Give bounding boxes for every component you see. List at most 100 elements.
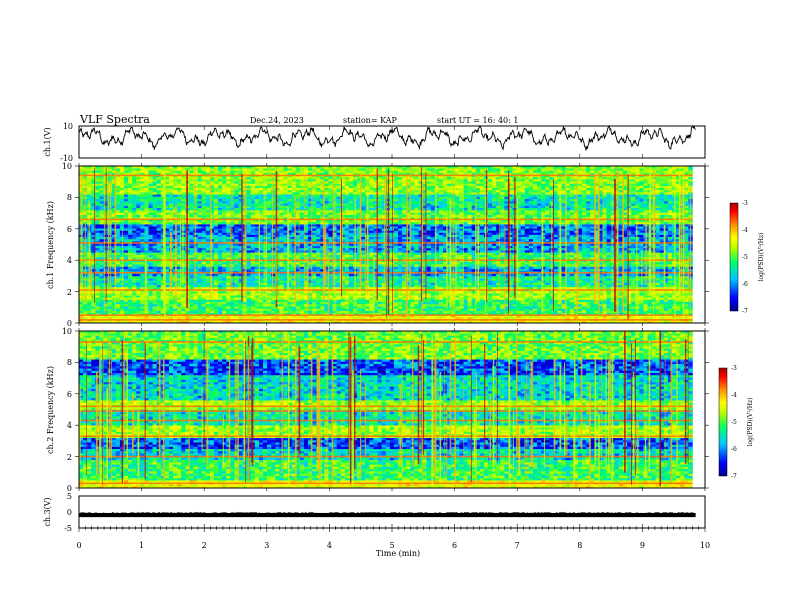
- spectrogram-cell: [132, 282, 136, 285]
- spectrogram-cell: [259, 201, 263, 204]
- spectrogram-cell: [128, 269, 132, 272]
- spectrogram-cell: [173, 181, 177, 183]
- spectrogram-cell: [349, 188, 353, 190]
- spectrogram-cell: [116, 269, 120, 272]
- spectrogram-cell: [337, 199, 341, 202]
- spectrogram-cell: [189, 177, 193, 179]
- spectrogram-cell: [136, 299, 140, 302]
- spectrogram-cell: [267, 257, 271, 260]
- spectrogram-cell: [173, 194, 177, 197]
- spectrogram-cell: [169, 226, 173, 228]
- spectrogram-cell: [345, 317, 349, 319]
- spectrogram-cell: [247, 250, 251, 253]
- spectrogram-cell: [202, 255, 206, 258]
- spectrogram-cell: [300, 194, 304, 197]
- spectrogram-cell: [255, 311, 259, 314]
- spectrogram-cell: [153, 205, 157, 208]
- spectrogram-cell: [312, 226, 316, 228]
- spectrogram-cell: [128, 252, 132, 255]
- spectrogram-cell: [149, 274, 153, 277]
- spectrogram-cell: [189, 205, 193, 208]
- spectrogram-cell: [328, 224, 332, 226]
- spectrogram-cell: [149, 192, 153, 194]
- spectrogram-cell: [247, 179, 251, 181]
- spectrogram-cell: [173, 177, 177, 179]
- spectrogram-cell: [91, 222, 95, 225]
- spectrogram-cell: [300, 226, 304, 228]
- spectrogram-cell: [283, 276, 287, 279]
- spectrogram-cell: [296, 173, 300, 175]
- spectrogram-cell: [157, 168, 161, 170]
- spectrogram-cell: [108, 299, 112, 302]
- spectrogram-cell: [214, 248, 218, 251]
- spectrogram-cell: [312, 291, 316, 293]
- spectrogram-cell: [251, 266, 255, 269]
- spectrogram-cell: [345, 255, 349, 258]
- spectrogram-cell: [99, 302, 103, 305]
- spectrogram-cell: [132, 264, 136, 267]
- spectrogram-cell: [349, 269, 353, 272]
- spectrogram-cell: [116, 235, 120, 237]
- spectrogram-cell: [128, 293, 132, 295]
- spectrogram-cell: [353, 190, 357, 192]
- spectrogram-cell: [243, 297, 247, 299]
- spectrogram-cell: [361, 210, 365, 213]
- spectrogram-cell: [296, 297, 300, 299]
- spectrogram-cell: [300, 205, 304, 208]
- spectrogram-cell: [116, 280, 120, 283]
- spectrogram-cell: [288, 199, 292, 202]
- spectrogram-cell: [222, 170, 226, 172]
- spectrogram-cell: [140, 295, 144, 297]
- spectrogram-cell: [116, 250, 120, 253]
- spectrogram-cell: [234, 183, 238, 185]
- spectrogram-cell: [157, 181, 161, 183]
- spectrogram-cell: [198, 188, 202, 190]
- spectrogram-cell: [324, 222, 328, 225]
- spectrogram-cell: [202, 291, 206, 293]
- spectrogram-cell: [128, 243, 132, 246]
- spectrogram-cell: [149, 257, 153, 260]
- spectrogram-cell: [292, 192, 296, 194]
- spectrogram-cell: [87, 302, 91, 305]
- spectrogram-cell: [218, 293, 222, 295]
- spectrogram-cell: [255, 237, 259, 240]
- spectrogram-cell: [153, 311, 157, 314]
- spectrogram-cell: [255, 252, 259, 255]
- spectrogram-cell: [234, 177, 238, 179]
- spectrogram-cell: [189, 293, 193, 295]
- spectrogram-cell: [202, 278, 206, 281]
- spectrogram-cell: [226, 243, 230, 246]
- spectrogram-cell: [230, 168, 234, 170]
- spectrogram-cell: [177, 197, 181, 200]
- spectrogram-cell: [312, 276, 316, 279]
- spectrogram-cell: [99, 287, 103, 289]
- spectrogram-cell: [267, 264, 271, 267]
- spectrogram-cell: [271, 173, 275, 175]
- spectrogram-cell: [157, 230, 161, 232]
- spectrogram-cell: [283, 228, 287, 230]
- spectrogram-cell: [198, 215, 202, 218]
- spectrogram-cell: [279, 186, 283, 188]
- spectrogram-cell: [349, 208, 353, 211]
- spectrogram-cell: [255, 197, 259, 200]
- spectrogram-cell: [214, 173, 218, 175]
- spectrogram-cell: [95, 248, 99, 251]
- spectrogram-cell: [349, 248, 353, 251]
- spectrogram-cell: [202, 299, 206, 302]
- spectrogram-cell: [328, 181, 332, 183]
- spectrogram-cell: [173, 197, 177, 200]
- ch1-ytick-top: 10: [63, 122, 73, 131]
- spectrogram-cell: [206, 276, 210, 279]
- spectrogram-cell: [91, 252, 95, 255]
- spectrogram-cell: [255, 170, 259, 172]
- spectrogram-cell: [132, 203, 136, 206]
- spectrogram-cell: [99, 278, 103, 281]
- spectrogram-cell: [255, 199, 259, 202]
- spectrogram-cell: [304, 173, 308, 175]
- spectrogram-cell: [169, 190, 173, 192]
- spectrogram-cell: [267, 235, 271, 237]
- spectrogram-cell: [206, 228, 210, 230]
- spectrogram-cell: [128, 285, 132, 288]
- spectrogram-cell: [149, 250, 153, 253]
- spectrogram-cell: [214, 269, 218, 272]
